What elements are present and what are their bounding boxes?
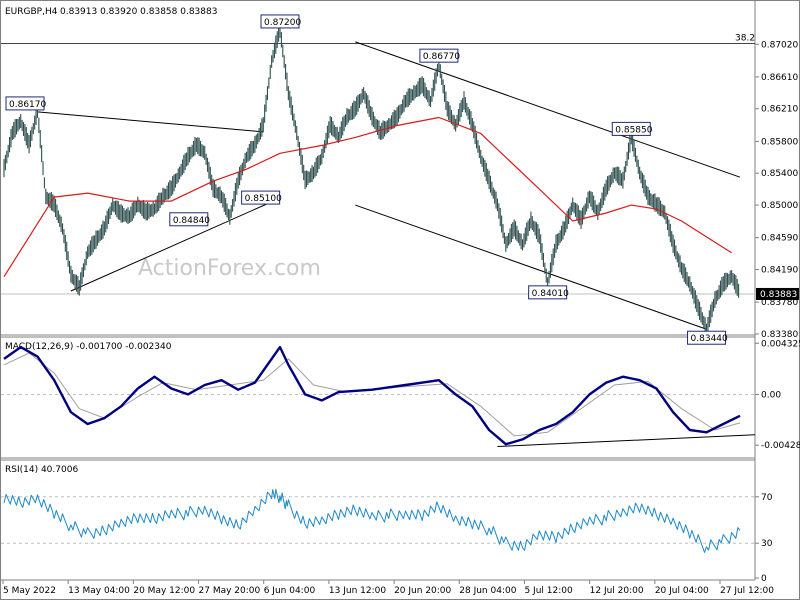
price-ytick-label: 0.83380: [761, 330, 798, 340]
price-ytick-label: 0.86610: [761, 73, 798, 83]
price-annotation-box: [5, 96, 45, 111]
price-trendline: [355, 204, 707, 330]
price-annotation-box: [169, 212, 209, 227]
rsi-ytick-label: 0: [761, 574, 767, 584]
price-ytick-label: 0.85000: [761, 201, 798, 211]
price-trendline: [355, 41, 741, 178]
rsi-ytick-label: 30: [761, 539, 773, 549]
price-trendline: [70, 201, 272, 292]
current-price-box: [756, 287, 799, 300]
x-tick-label: 12 Jul 20:00: [590, 586, 644, 596]
price-ytick-label: 0.85800: [761, 137, 798, 147]
x-tick-label: 27 Jul 12:00: [720, 586, 774, 596]
fib-level-label: 38.2: [735, 33, 755, 43]
price-annotation-box: [241, 190, 281, 205]
price-panel: 0.87020 0.86610 0.86210 0.85800 0.85400 0.850…: [1, 14, 799, 345]
x-tick-label: 13 May 04:00: [68, 586, 130, 596]
price-ytick-label: 0.83780: [761, 298, 798, 308]
x-axis: 5 May 2022 13 May 04:00 20 May 12:00 27 May…: [2, 580, 774, 596]
x-tick-label: 5 Jul 12:00: [524, 586, 573, 596]
macd-ytick-label: 0.004325: [761, 339, 800, 349]
price-ytick-label: 0.87020: [761, 40, 798, 50]
price-annotation-box: [260, 14, 300, 29]
watermark: ActionForex.com: [138, 256, 321, 281]
macd-trendline: [497, 434, 756, 448]
x-tick-label: 20 May 12:00: [133, 586, 195, 596]
price-ytick-label: 0.86210: [761, 105, 798, 115]
moving-average-line: [3, 116, 732, 278]
price-ytick-label: 0.84190: [761, 266, 798, 276]
x-tick-label: 6 Jun 04:00: [264, 586, 316, 596]
price-annotation-box: [419, 48, 459, 63]
price-annotation-label: 0.86170: [9, 100, 46, 110]
price-annotation-label: 0.84840: [173, 216, 210, 226]
macd-title: MACD(12,26,9) -0.001700 -0.002340: [5, 342, 172, 352]
price-annotation-label: 0.86770: [423, 52, 460, 62]
macd-line: [3, 345, 741, 446]
price-annotation-label: 0.87200: [264, 18, 301, 28]
rsi-title: RSI(14) 40.7006: [5, 465, 78, 475]
price-annotation-box: [528, 285, 568, 300]
price-annotation-box: [611, 121, 651, 136]
x-tick-label: 20 Jul 04:00: [655, 586, 709, 596]
x-tick-label: 5 May 2022: [3, 586, 56, 596]
rsi-panel: RSI(14) 40.7006 70 30 0: [1, 465, 773, 584]
price-ytick-label: 0.85400: [761, 169, 798, 179]
price-annotation-label: 0.85100: [245, 194, 282, 204]
macd-signal-line: [3, 352, 741, 437]
chart-ohlc: 0.83913 0.83920 0.83858 0.83883: [60, 7, 217, 17]
price-annotation-label: 0.84010: [532, 289, 569, 299]
x-tick-label: 20 Jun 20:00: [394, 586, 451, 596]
macd-ytick-label: -0.004288: [761, 441, 800, 451]
macd-panel: MACD(12,26,9) -0.001700 -0.002340 0.00432…: [1, 339, 800, 451]
price-annotation-label: 0.85850: [615, 125, 652, 135]
current-price-label: 0.83883: [760, 290, 797, 300]
x-tick-label: 27 May 20:00: [199, 586, 261, 596]
price-ytick-label: 0.84590: [761, 234, 798, 244]
price-annotation-box: [687, 330, 727, 345]
rsi-line: [3, 488, 741, 553]
macd-ytick-label: 0.00: [761, 390, 781, 400]
price-trendline: [37, 111, 264, 133]
chart-symbol: EURGBP,H4: [5, 7, 58, 17]
price-annotation-label: 0.83440: [691, 334, 728, 344]
x-tick-label: 13 Jun 12:00: [329, 586, 386, 596]
rsi-ytick-label: 70: [761, 493, 773, 503]
x-tick-label: 28 Jun 04:00: [459, 586, 516, 596]
